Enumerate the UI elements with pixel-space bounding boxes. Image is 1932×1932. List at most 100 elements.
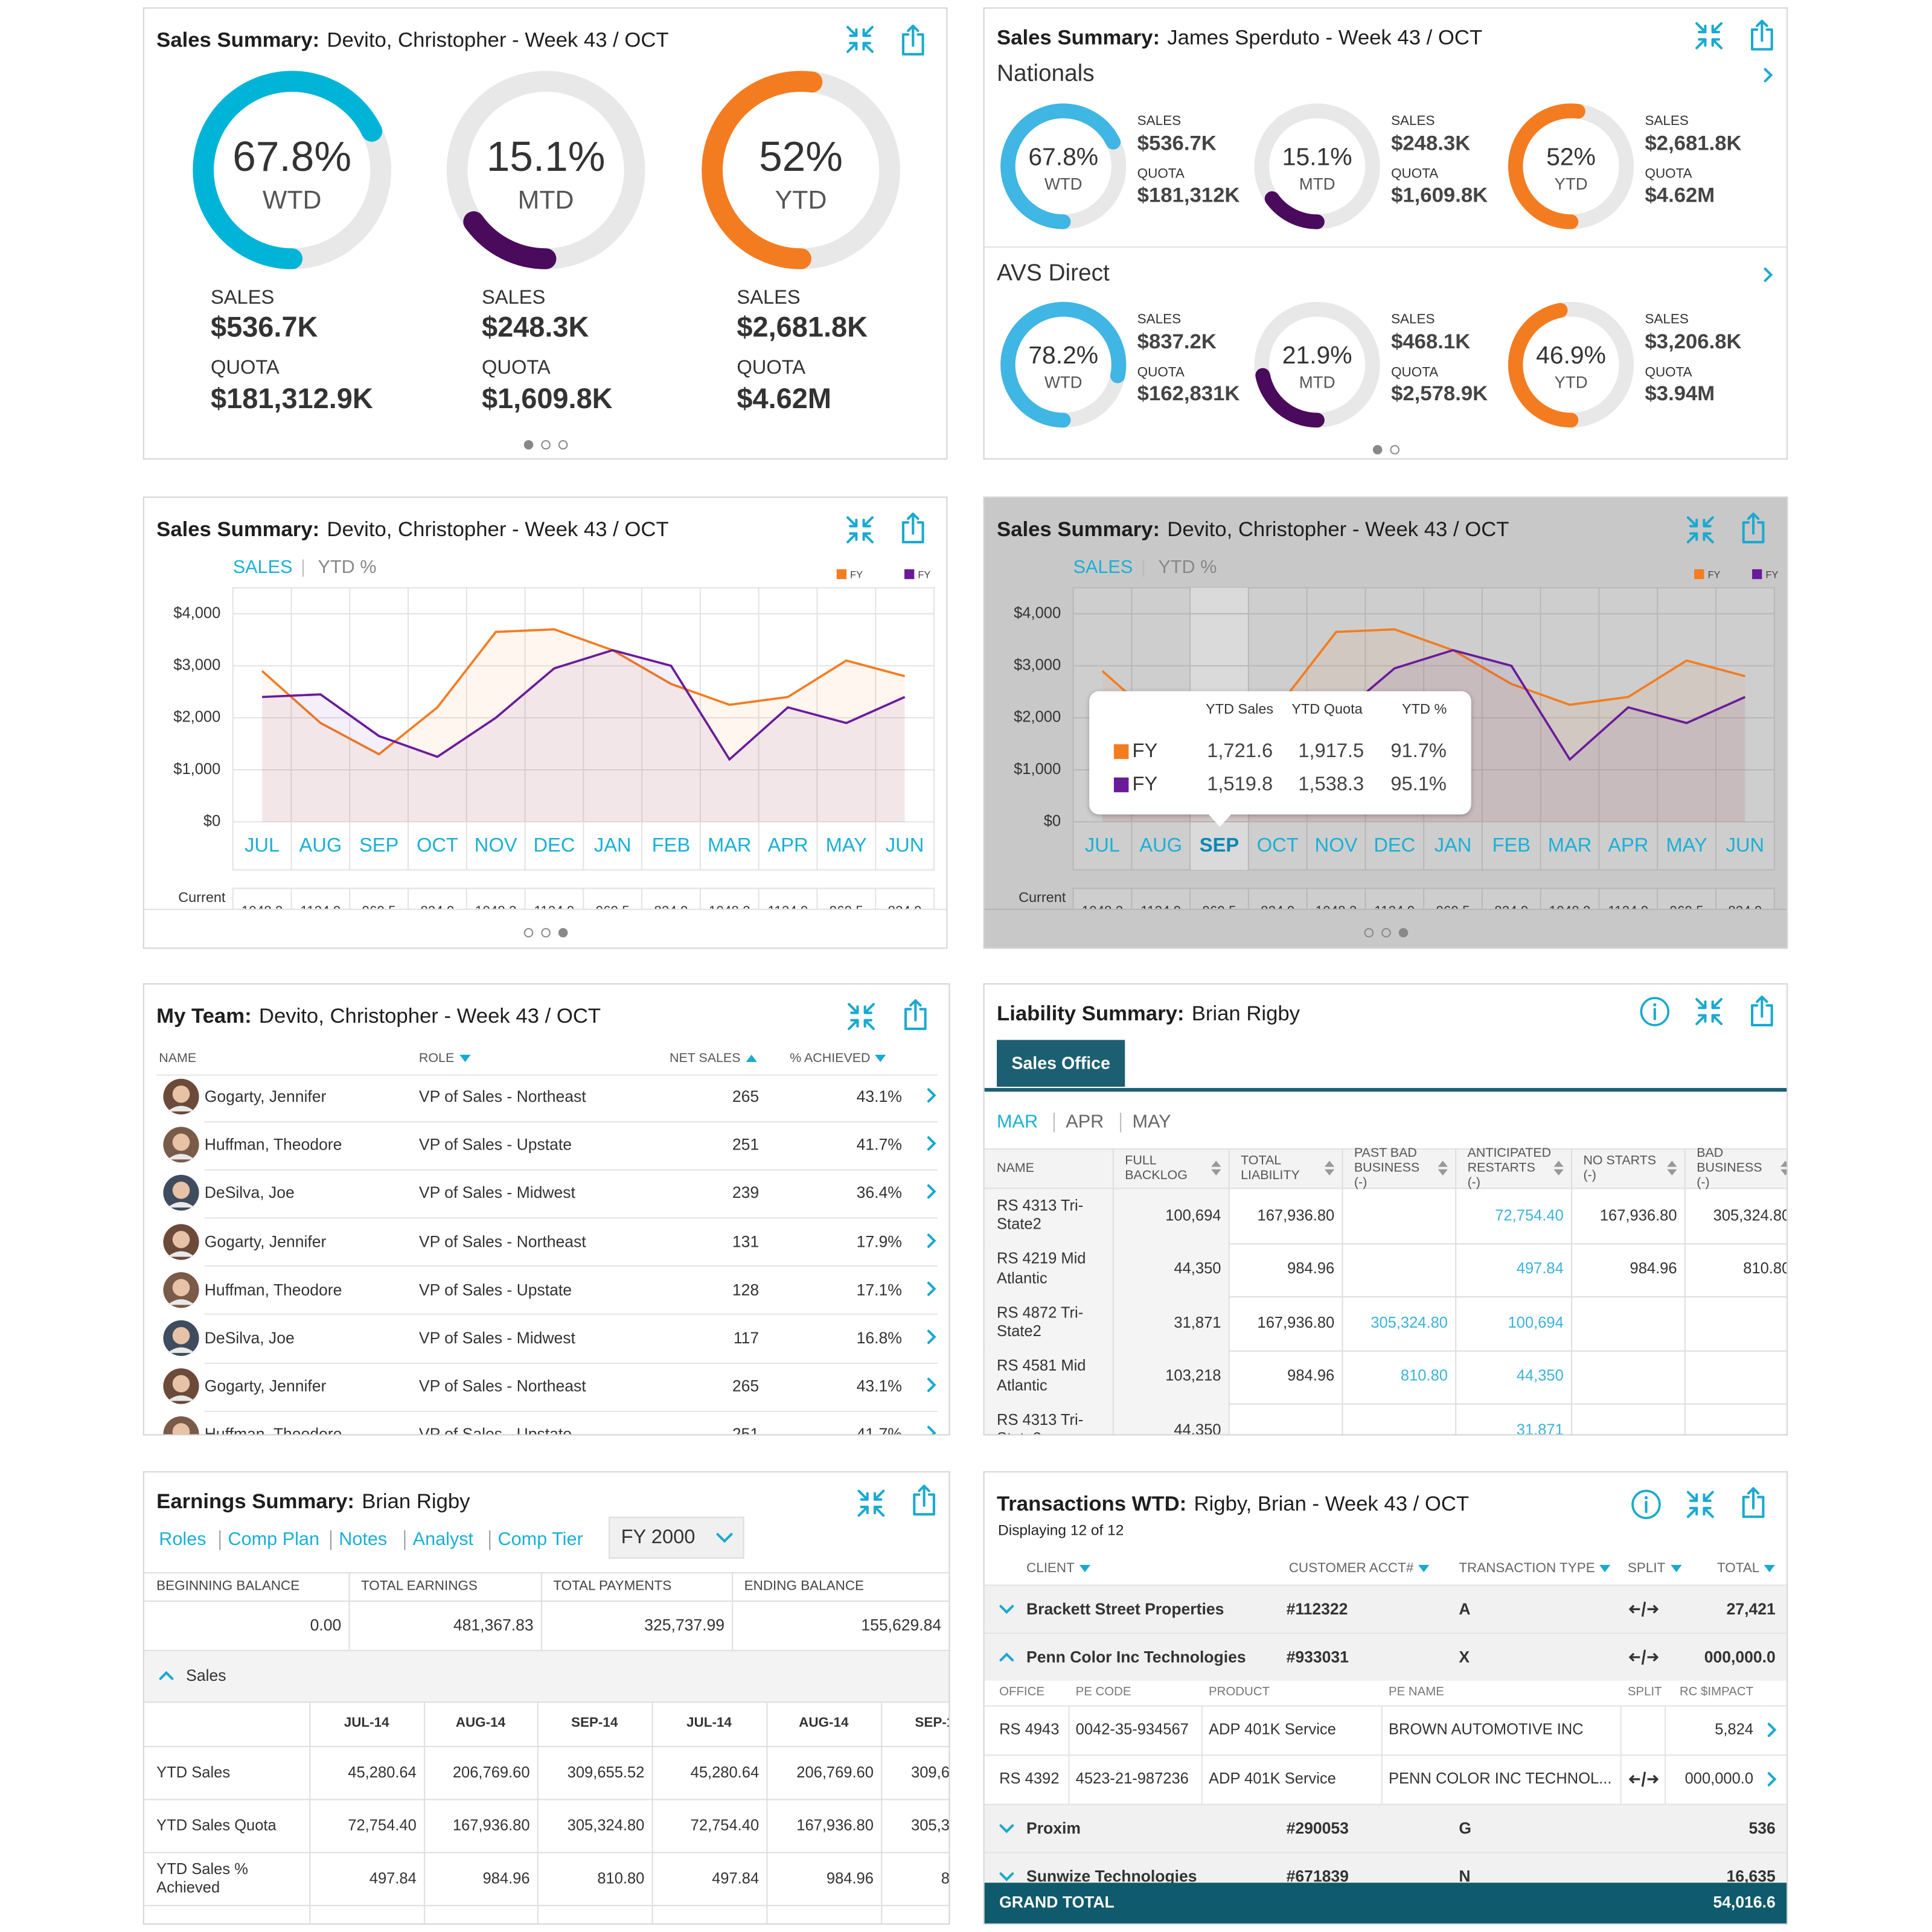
sort-arrow[interactable] — [459, 1055, 470, 1063]
column-header[interactable]: % ACHIEVED — [790, 1051, 887, 1066]
icon-share[interactable] — [1738, 1486, 1770, 1518]
nav-link[interactable]: Comp Plan — [228, 1529, 319, 1550]
value-link[interactable]: 72,754.40 — [1495, 1206, 1564, 1224]
sort-arrows[interactable] — [1438, 1160, 1448, 1176]
icon-share[interactable] — [1746, 994, 1778, 1026]
sort-arrows[interactable] — [1780, 1160, 1788, 1176]
divider — [1665, 1754, 1666, 1804]
sort-arrows[interactable] — [1324, 1160, 1335, 1176]
icon-info[interactable] — [1630, 1488, 1662, 1520]
row-label: YTD Sales — [156, 1763, 231, 1780]
chevron[interactable] — [999, 1602, 1014, 1616]
pager[interactable] — [1360, 927, 1412, 939]
icon-info[interactable] — [1639, 996, 1671, 1028]
quota-value: $162,831K — [1137, 382, 1240, 406]
divider — [156, 1074, 938, 1076]
icon-compress[interactable] — [845, 1000, 877, 1032]
net-sales: 251 — [732, 1135, 760, 1154]
icon-share[interactable] — [900, 998, 932, 1031]
value-link[interactable]: 497.84 — [1516, 1259, 1564, 1278]
month-tab[interactable]: APR — [1066, 1111, 1104, 1133]
net-sales: 117 — [733, 1328, 760, 1348]
sort-arrow[interactable] — [1764, 1565, 1776, 1573]
chevron[interactable] — [924, 1281, 939, 1296]
value-link[interactable]: 44,350 — [1516, 1367, 1564, 1384]
split-icon[interactable] — [1628, 1771, 1659, 1788]
column-header[interactable]: SPLIT — [1628, 1561, 1681, 1576]
value-link[interactable]: 810.80 — [1400, 1367, 1448, 1384]
sort-arrow[interactable] — [745, 1055, 757, 1063]
nav-link[interactable]: Analyst — [412, 1529, 474, 1550]
icon-compress[interactable] — [1693, 20, 1725, 52]
split-icon[interactable] — [1628, 1649, 1659, 1666]
chevron[interactable] — [999, 1869, 1014, 1884]
value-link[interactable]: 100,694 — [1508, 1313, 1564, 1331]
chevron[interactable] — [716, 1529, 734, 1547]
column-header[interactable]: NET SALES — [670, 1051, 757, 1066]
icon-compress[interactable] — [855, 1487, 887, 1519]
series-area — [262, 629, 905, 822]
column-header[interactable]: CUSTOMER ACCT# — [1289, 1561, 1430, 1576]
column-header[interactable]: CLIENT — [1026, 1561, 1091, 1576]
chevron[interactable] — [1764, 1772, 1779, 1786]
chevron[interactable] — [924, 1185, 939, 1200]
icon-compress[interactable] — [1684, 1488, 1716, 1520]
chevron[interactable] — [1761, 68, 1775, 83]
nav-link[interactable]: Roles — [159, 1529, 206, 1550]
client-name: Penn Color Inc Technologies — [1026, 1647, 1246, 1666]
pager[interactable] — [1369, 444, 1403, 456]
sort-arrow[interactable] — [875, 1055, 887, 1063]
sort-arrow[interactable] — [1599, 1565, 1611, 1573]
icon-compress[interactable] — [844, 24, 876, 56]
column-header[interactable]: TOTAL — [1717, 1561, 1776, 1576]
chevron[interactable] — [924, 1088, 939, 1103]
column-header[interactable]: ROLE — [419, 1051, 470, 1066]
tooltip-value: 95.1% — [1390, 774, 1447, 796]
pager[interactable] — [520, 439, 572, 451]
chevron[interactable] — [924, 1233, 939, 1248]
quota-label: QUOTA — [1645, 365, 1692, 380]
chevron[interactable] — [999, 1821, 1014, 1835]
balance-value: 0.00 — [310, 1615, 342, 1634]
chevron[interactable] — [159, 1668, 174, 1683]
column-header[interactable]: TRANSACTION TYPE — [1459, 1561, 1611, 1576]
chevron[interactable] — [924, 1329, 939, 1345]
icon-share[interactable] — [908, 1483, 940, 1516]
sort-arrows[interactable] — [1667, 1160, 1677, 1176]
sort-arrow[interactable] — [1670, 1565, 1681, 1573]
chevron[interactable] — [924, 1136, 939, 1151]
pager[interactable] — [520, 927, 572, 939]
net-sales: 239 — [732, 1183, 760, 1203]
tab: YTD % — [318, 557, 377, 577]
value-link[interactable]: 305,324.80 — [1371, 1313, 1448, 1331]
icon-compress[interactable] — [1693, 996, 1725, 1028]
nav-link[interactable]: Comp Tier — [497, 1529, 583, 1550]
icon-share[interactable] — [897, 24, 929, 56]
icon-share[interactable] — [1738, 511, 1770, 544]
sort-arrows[interactable] — [1211, 1160, 1221, 1176]
chevron[interactable] — [924, 1378, 939, 1393]
nav-link[interactable]: Notes — [339, 1529, 388, 1550]
icon-compress[interactable] — [844, 514, 876, 546]
month-tab[interactable]: MAY — [1132, 1111, 1171, 1133]
chevron[interactable] — [999, 1650, 1014, 1665]
value-link[interactable]: 31,871 — [1516, 1421, 1564, 1436]
icon-share[interactable] — [897, 511, 929, 544]
split-icon[interactable] — [1628, 1601, 1659, 1618]
sort-arrows[interactable] — [1553, 1160, 1564, 1176]
icon-path — [846, 516, 874, 543]
divider — [1381, 1705, 1383, 1755]
chevron[interactable] — [1764, 1722, 1779, 1738]
panel-title: Sales Summary: Devito, Christopher - Week… — [997, 517, 1509, 542]
title-label: Sales Summary: — [997, 25, 1160, 50]
sort-arrow[interactable] — [1080, 1565, 1091, 1573]
icon-share[interactable] — [1746, 19, 1778, 51]
icon-compress[interactable] — [1684, 514, 1716, 546]
chevron[interactable] — [924, 1426, 939, 1436]
tab-active[interactable]: Sales Office — [997, 1040, 1125, 1087]
chevron[interactable] — [1761, 267, 1775, 282]
month-tab[interactable]: MAR — [997, 1111, 1038, 1133]
sort-arrow[interactable] — [1418, 1565, 1430, 1573]
dropdown[interactable]: FY 2000 — [609, 1517, 744, 1559]
panel-title: Sales Summary: Devito, Christopher - Week… — [156, 28, 668, 53]
